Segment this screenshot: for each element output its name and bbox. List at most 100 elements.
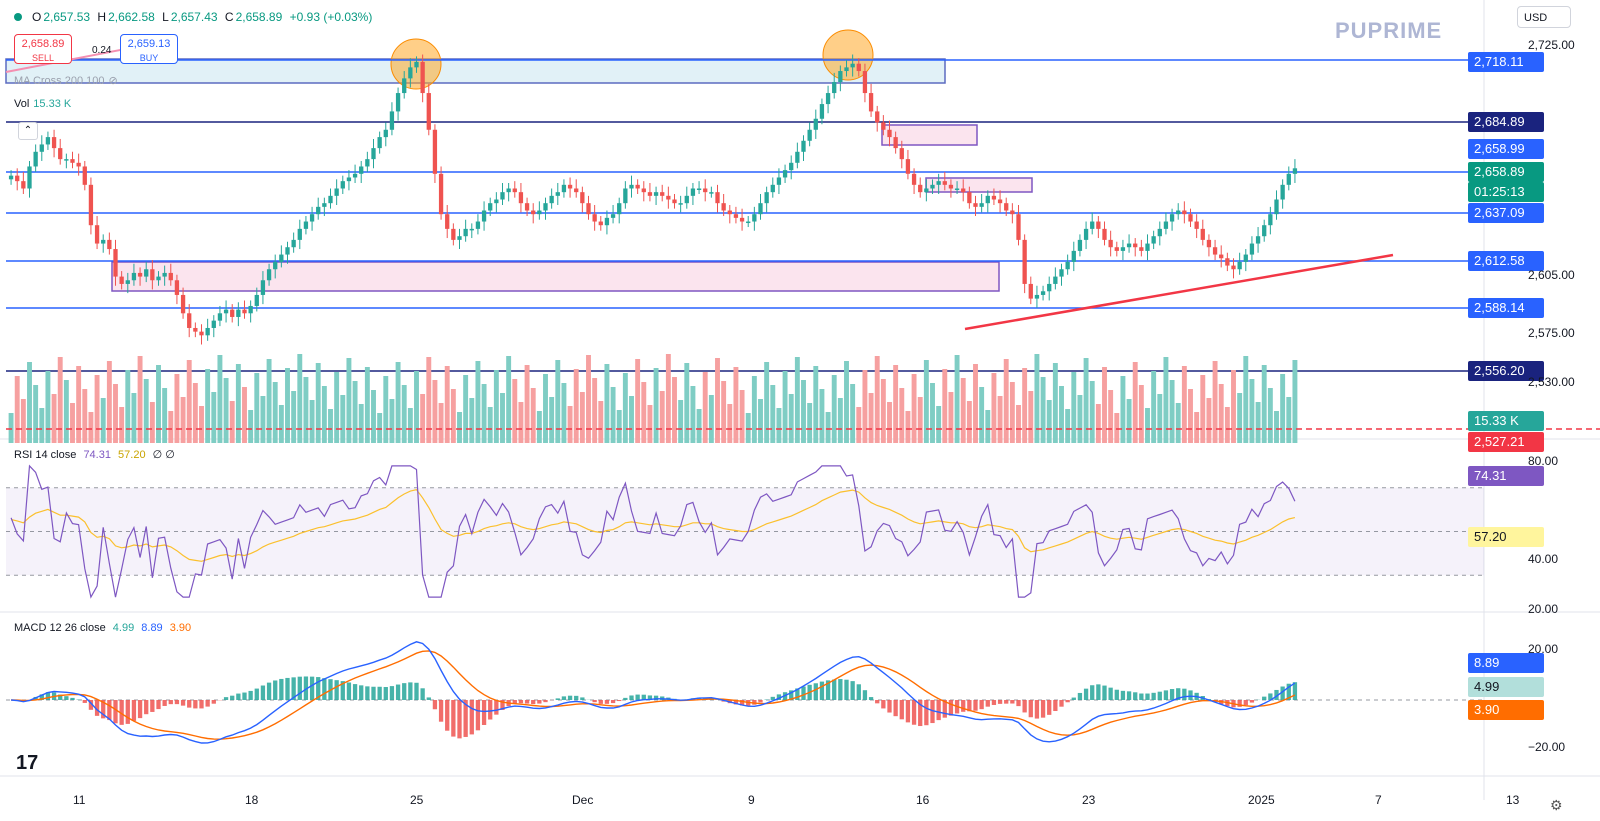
- rsi-label-ma: 57.20: [118, 449, 146, 461]
- candle-body: [340, 181, 345, 189]
- candle-body: [94, 225, 100, 244]
- ohlc-low-key: L: [162, 10, 169, 24]
- volume-bar: [297, 354, 303, 443]
- candle-body: [1077, 239, 1083, 251]
- volume-bar: [1114, 413, 1120, 443]
- candle-body: [512, 188, 517, 193]
- candle-body: [1194, 221, 1199, 229]
- macd-histogram-bar: [193, 700, 198, 709]
- volume-bar: [14, 376, 20, 443]
- candle-body: [254, 294, 259, 306]
- macd-histogram-bar: [1120, 690, 1126, 700]
- volume-bar: [229, 401, 235, 443]
- volume-bar: [242, 387, 247, 443]
- collapse-legend-icon[interactable]: ⌃: [18, 122, 38, 140]
- candle-body: [795, 151, 800, 163]
- candle-body: [58, 148, 63, 160]
- macd-histogram-bar: [174, 700, 180, 705]
- candle-body: [936, 181, 941, 185]
- candle-body: [875, 111, 880, 123]
- candle-body: [420, 61, 425, 94]
- candle-body: [524, 203, 530, 211]
- price-tag: 2,658.89: [1468, 162, 1544, 182]
- volume-bar: [1089, 381, 1095, 443]
- volume-bar: [8, 413, 14, 443]
- macd-histogram-bar: [162, 700, 167, 706]
- currency-selector[interactable]: USD: [1517, 6, 1571, 28]
- macd-histogram-bar: [180, 700, 186, 706]
- macd-histogram-bar: [856, 684, 861, 700]
- candle-body: [635, 184, 640, 189]
- volume-bar: [383, 376, 389, 443]
- volume-bar: [211, 392, 217, 443]
- volume-bar: [629, 396, 634, 443]
- eye-hidden-icon[interactable]: ⊘: [108, 75, 118, 87]
- volume-bar: [1132, 362, 1138, 443]
- volume-bar: [837, 398, 843, 443]
- macd-histogram-bar: [973, 700, 978, 711]
- candle-body: [346, 177, 352, 182]
- volume-bar: [352, 381, 358, 443]
- macd-label[interactable]: MACD 12 26 close 4.99 8.89 3.90: [14, 622, 195, 634]
- volume-bar: [481, 384, 487, 443]
- macd-histogram-bar: [45, 692, 51, 700]
- macd-histogram-bar: [39, 694, 44, 700]
- candle-body: [1047, 283, 1052, 292]
- volume-bar: [340, 395, 346, 443]
- buy-button[interactable]: 2,659.13 BUY: [120, 34, 178, 64]
- volume-bar: [917, 397, 923, 443]
- volume-bar: [137, 356, 143, 443]
- volume-bar: [622, 373, 628, 443]
- candle-body: [838, 71, 843, 83]
- volume-label[interactable]: Vol 15.33 K: [14, 98, 75, 110]
- candle-body: [825, 93, 831, 105]
- macd-histogram-bar: [211, 700, 216, 704]
- macd-histogram-bar: [1145, 693, 1150, 700]
- candle-body: [445, 214, 450, 229]
- macd-histogram-bar: [881, 700, 886, 709]
- volume-bar: [438, 403, 444, 443]
- candle-body: [1071, 250, 1076, 262]
- candle-body: [236, 309, 241, 317]
- candle-body: [586, 203, 591, 215]
- candle-body: [168, 272, 173, 281]
- macd-histogram-bar: [795, 688, 800, 700]
- volume-bar: [493, 370, 499, 443]
- volume-bar: [444, 366, 450, 443]
- candle-body: [451, 228, 456, 240]
- candle-body: [1249, 243, 1255, 255]
- macd-histogram-bar: [942, 700, 947, 718]
- volume-bar: [364, 367, 370, 443]
- macd-histogram-bar: [696, 697, 702, 700]
- macd-histogram-bar: [752, 700, 757, 705]
- macd-histogram-bar: [635, 694, 640, 700]
- volume-bar: [708, 395, 714, 443]
- price-tag: 15.33 K: [1468, 411, 1544, 431]
- volume-bar: [1095, 404, 1101, 443]
- macd-histogram-bar: [1268, 693, 1273, 700]
- macd-histogram-bar: [137, 700, 143, 719]
- spread-value: 0.24: [92, 45, 112, 56]
- candle-body: [555, 192, 560, 196]
- candle-body: [1219, 254, 1224, 259]
- settings-gear-icon[interactable]: ⚙: [1550, 797, 1563, 813]
- macd-histogram-bar: [402, 683, 407, 700]
- macd-histogram-bar: [1108, 687, 1113, 700]
- candle-body: [567, 184, 573, 189]
- ma-cross-label[interactable]: MA Cross 200 100 ⊘: [14, 74, 122, 87]
- candle-body: [518, 192, 524, 204]
- macd-histogram-bar: [279, 678, 284, 700]
- volume-bar: [235, 364, 241, 443]
- sell-button[interactable]: 2,658.89 SELL: [14, 34, 72, 64]
- candle-body: [8, 175, 14, 180]
- macd-histogram-bar: [770, 696, 775, 700]
- candle-body: [223, 309, 229, 314]
- volume-bar: [1255, 402, 1261, 443]
- candle-body: [881, 122, 886, 130]
- price-tag: 2,588.14: [1468, 298, 1544, 318]
- volume-bar: [180, 397, 186, 443]
- ohlc-close-key: C: [224, 10, 234, 24]
- macd-histogram-bar: [967, 700, 972, 712]
- rsi-label[interactable]: RSI 14 close 74.31 57.20 ∅ ∅: [14, 448, 179, 461]
